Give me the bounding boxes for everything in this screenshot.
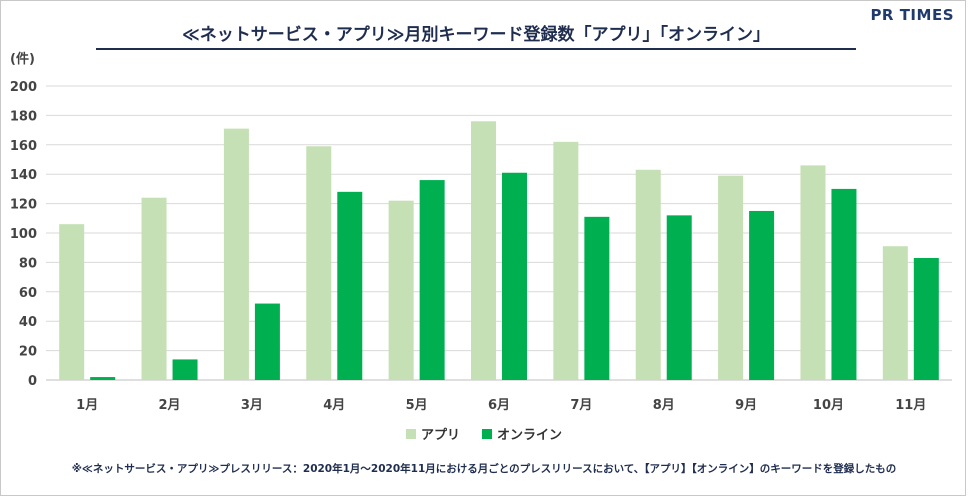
- bar-series2-2: [172, 359, 198, 380]
- footnote: ※≪ネットサービス・アプリ≫プレスリリース：2020年1月〜2020年11月にお…: [71, 463, 897, 475]
- bar-series2-6: [502, 172, 527, 380]
- x-tick-label: 3月: [241, 398, 263, 413]
- x-tick-label: 1月: [76, 398, 98, 413]
- y-tick-label: 40: [19, 315, 37, 330]
- bar-series1-10: [800, 165, 826, 380]
- bar-chart: (件) 0 20 40 60 80 100 120 140 160 180 200 1月 2月 3月 4月…: [10, 51, 952, 413]
- bar-series1-2: [141, 197, 167, 380]
- bar-series1-11: [882, 246, 908, 380]
- x-tick-label: 11月: [895, 398, 926, 413]
- chart-title: ≪ネットサービス・アプリ≫月別キーワード登録数「アプリ」「オンライン」: [181, 25, 771, 45]
- x-tick-label: 5月: [406, 398, 428, 413]
- y-tick-label: 200: [10, 80, 37, 95]
- bars: [59, 121, 939, 380]
- legend-item-series1: アプリ: [405, 424, 460, 443]
- bar-series1-9: [718, 175, 744, 380]
- bar-series1-8: [635, 169, 661, 380]
- x-tick-label: 4月: [323, 398, 345, 413]
- legend-label-series1: アプリ: [420, 428, 460, 443]
- y-tick-label: 140: [10, 168, 37, 183]
- legend-label-series2: オンライン: [497, 428, 563, 443]
- legend: アプリ オンライン: [0, 424, 968, 443]
- x-tick-label: 2月: [159, 398, 181, 413]
- bar-series2-11: [913, 257, 939, 380]
- bar-series2-9: [749, 210, 775, 380]
- y-tick-labels: 0 20 40 60 80 100 120 140 160 180 200: [10, 80, 37, 389]
- bar-series2-10: [831, 188, 857, 380]
- x-tick-label: 6月: [488, 398, 510, 413]
- y-tick-label: 60: [19, 286, 37, 301]
- y-tick-label: 80: [19, 256, 37, 271]
- y-tick-label: 120: [10, 198, 37, 213]
- x-tick-label: 9月: [735, 398, 757, 413]
- y-tick-label: 180: [10, 109, 37, 124]
- x-tick-label: 8月: [653, 398, 675, 413]
- y-tick-label: 0: [28, 374, 37, 389]
- legend-swatch-series2: [482, 428, 492, 439]
- x-tick-labels: 1月 2月 3月 4月 5月 6月 7月 8月 9月 10月 11月: [76, 398, 926, 413]
- bar-series1-1: [59, 224, 85, 380]
- bar-series2-7: [584, 216, 610, 380]
- y-tick-label: 20: [19, 345, 37, 360]
- x-tick-label: 7月: [570, 398, 592, 413]
- bar-series1-5: [388, 200, 414, 380]
- x-tick-label: 10月: [813, 398, 844, 413]
- bar-series2-4: [337, 191, 363, 380]
- y-axis-label: (件): [10, 51, 35, 67]
- y-tick-label: 100: [10, 227, 37, 242]
- title-underline: [96, 48, 856, 50]
- bar-series1-7: [553, 141, 579, 380]
- legend-item-series2: オンライン: [482, 424, 562, 443]
- bar-series2-8: [666, 215, 692, 380]
- legend-swatch-series1: [405, 428, 416, 439]
- bar-series2-3: [254, 303, 280, 380]
- bar-series1-4: [306, 146, 332, 380]
- bar-series1-6: [471, 121, 496, 380]
- bar-series2-1: [90, 377, 116, 380]
- bar-series2-5: [419, 180, 445, 380]
- prtimes-logo: PR TIMES: [870, 6, 954, 24]
- bar-series1-3: [223, 128, 249, 380]
- y-tick-label: 160: [10, 139, 37, 154]
